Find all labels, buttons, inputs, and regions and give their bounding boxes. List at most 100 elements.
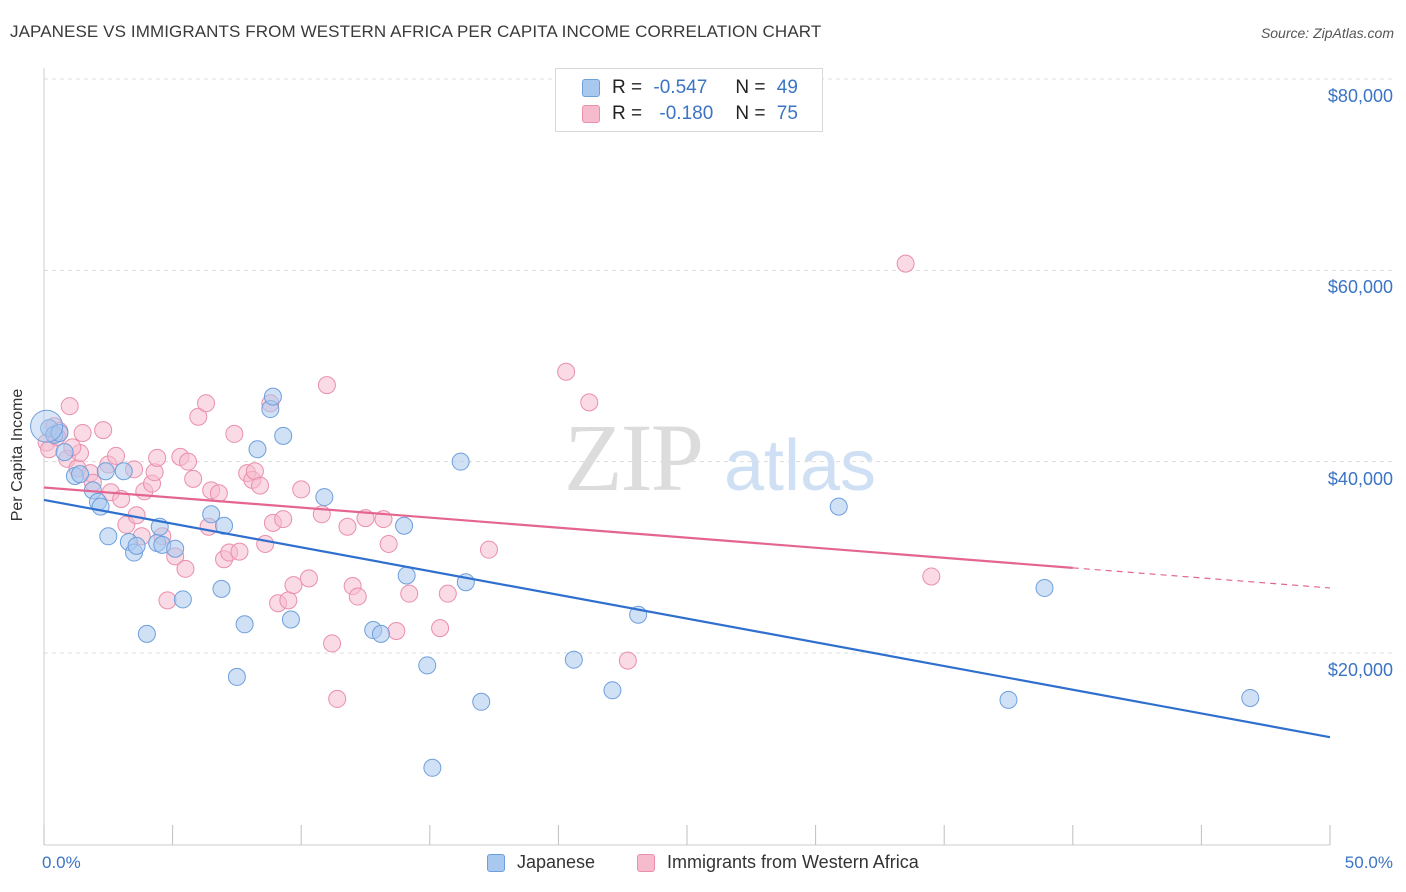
data-point-western-africa (284, 576, 303, 595)
legend-item-japanese: Japanese (487, 852, 595, 873)
data-point-japanese (202, 505, 221, 524)
data-point-japanese (114, 462, 133, 481)
watermark-atlas: atlas (724, 426, 876, 506)
data-point-japanese (227, 667, 246, 686)
data-point-japanese (1035, 578, 1054, 597)
y-tick-label: $80,000 (1327, 86, 1393, 106)
data-point-western-africa (292, 480, 311, 499)
data-point-japanese (281, 610, 300, 629)
data-point-japanese (137, 624, 156, 643)
series-japanese-points (30, 387, 1260, 777)
data-point-japanese (1241, 688, 1260, 707)
n-value: 49 (776, 77, 798, 98)
stats-row-japanese: R = -0.547 N = 49 (582, 76, 798, 100)
data-point-western-africa (197, 394, 216, 413)
grid-lines (44, 78, 1392, 654)
data-point-japanese (248, 440, 267, 459)
data-point-japanese (395, 516, 414, 535)
data-point-western-africa (580, 393, 599, 412)
data-point-japanese (71, 465, 90, 484)
watermark: ZIP atlas (564, 404, 876, 511)
data-point-japanese (315, 488, 334, 507)
data-point-japanese (55, 443, 74, 462)
data-point-japanese (472, 692, 491, 711)
watermark-zip: ZIP (564, 404, 702, 511)
legend-label: Immigrants from Western Africa (667, 852, 919, 872)
western-africa-legend-swatch (637, 853, 655, 872)
data-point-western-africa (209, 484, 228, 503)
data-point-japanese (999, 690, 1018, 709)
data-point-japanese (274, 426, 293, 445)
n-label: N = (735, 77, 766, 98)
data-point-western-africa (922, 567, 941, 586)
trend-line-western-africa (43, 486, 1073, 569)
data-point-western-africa (323, 634, 342, 653)
source-label: Source: ZipAtlas.com (1260, 25, 1394, 41)
data-point-western-africa (256, 534, 275, 553)
stats-legend: R = -0.547 N = 49 R = -0.180 N = 75 (555, 68, 823, 132)
data-point-western-africa (94, 421, 113, 440)
data-point-western-africa (431, 619, 450, 638)
data-point-western-africa (348, 587, 367, 606)
data-point-western-africa (225, 424, 244, 443)
data-point-japanese (30, 409, 64, 443)
data-point-western-africa (60, 397, 79, 416)
series-western-africa-points (37, 254, 941, 708)
data-point-western-africa (107, 446, 126, 465)
data-point-japanese (235, 615, 254, 634)
r-value: -0.180 (659, 103, 714, 124)
r-label: R = (612, 77, 643, 98)
data-point-japanese (603, 681, 622, 700)
data-point-western-africa (176, 559, 195, 578)
x-tick-label-min: 0.0% (42, 853, 81, 872)
y-tick-label: $60,000 (1327, 277, 1393, 298)
data-point-western-africa (618, 651, 637, 670)
data-point-western-africa (896, 254, 915, 273)
western-africa-swatch (582, 105, 600, 123)
data-point-western-africa (299, 569, 318, 588)
data-point-japanese (397, 566, 416, 585)
trend-line-western-africa-extension (1072, 567, 1331, 589)
data-point-western-africa (251, 476, 270, 495)
data-point-western-africa (557, 362, 576, 381)
data-point-western-africa (338, 517, 357, 536)
data-point-western-africa (328, 689, 347, 708)
data-point-japanese (166, 539, 185, 558)
data-point-japanese (451, 452, 470, 471)
data-point-japanese (371, 624, 390, 643)
japanese-swatch (582, 79, 600, 97)
data-point-western-africa (148, 448, 167, 467)
data-point-japanese (99, 527, 118, 546)
legend-item-western-africa: Immigrants from Western Africa (637, 852, 919, 873)
data-point-western-africa (400, 584, 419, 603)
r-value: -0.547 (653, 77, 708, 98)
data-point-western-africa (438, 584, 457, 603)
n-label: N = (735, 103, 766, 124)
data-point-western-africa (274, 510, 293, 529)
data-point-western-africa (279, 591, 298, 610)
stats-row-western-africa: R = -0.180 N = 75 (582, 102, 798, 126)
data-point-western-africa (184, 469, 203, 488)
data-point-western-africa (317, 376, 336, 395)
data-point-japanese (564, 650, 583, 669)
y-axis-label: Per Capita Income (9, 388, 26, 522)
r-label: R = (612, 103, 643, 124)
data-point-japanese (418, 656, 437, 675)
data-point-western-africa (387, 621, 406, 640)
trend-line-japanese (43, 498, 1331, 739)
data-point-japanese (263, 387, 282, 406)
data-point-japanese (50, 423, 69, 442)
data-point-japanese (829, 497, 848, 516)
data-point-japanese (212, 579, 231, 598)
data-point-western-africa (230, 542, 249, 561)
data-point-western-africa (379, 534, 398, 553)
data-point-western-africa (73, 423, 92, 442)
y-tick-label: $40,000 (1327, 468, 1393, 489)
x-tick-label-max: 50.0% (1344, 853, 1393, 872)
y-tick-label: $20,000 (1327, 660, 1393, 680)
legend-label: Japanese (517, 852, 596, 872)
japanese-legend-swatch (487, 853, 505, 872)
data-point-japanese (173, 590, 192, 609)
data-point-western-africa (479, 540, 498, 559)
